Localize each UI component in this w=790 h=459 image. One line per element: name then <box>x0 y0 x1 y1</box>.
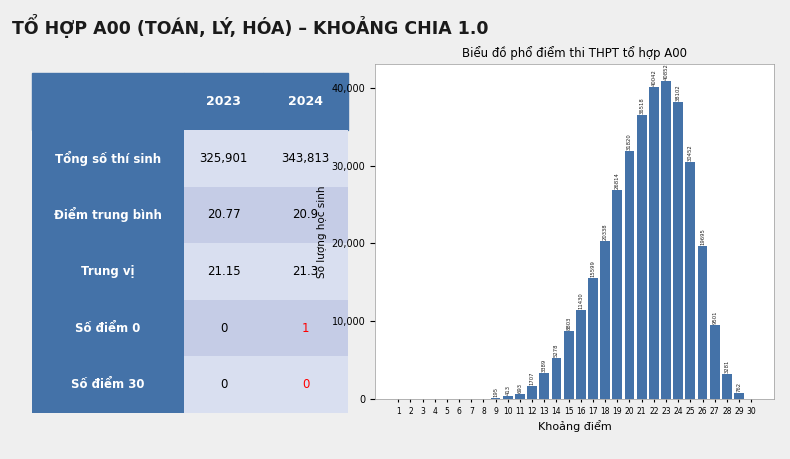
Bar <box>698 246 707 399</box>
Bar <box>503 396 513 399</box>
Bar <box>263 300 348 357</box>
Bar <box>184 357 263 413</box>
Bar <box>515 394 525 399</box>
Y-axis label: Số lượng học sinh: Số lượng học sinh <box>317 185 328 278</box>
Text: 21.3: 21.3 <box>292 265 318 278</box>
Text: 26814: 26814 <box>615 172 620 189</box>
Text: 762: 762 <box>736 382 742 392</box>
Bar <box>32 357 184 413</box>
Text: Số điểm 30: Số điểm 30 <box>71 378 145 391</box>
Bar <box>32 130 184 187</box>
Text: 11430: 11430 <box>578 292 583 309</box>
Text: 40042: 40042 <box>651 69 656 86</box>
Bar <box>263 73 348 130</box>
Bar <box>184 187 263 243</box>
Text: 8803: 8803 <box>566 316 571 330</box>
Bar <box>625 151 634 399</box>
Text: 3389: 3389 <box>542 358 547 372</box>
Text: TỔ HỢP A00 (TOÁN, LÝ, HÓA) – KHOẢNG CHIA 1.0: TỔ HỢP A00 (TOÁN, LÝ, HÓA) – KHOẢNG CHIA… <box>12 14 488 38</box>
Bar <box>588 278 598 399</box>
Text: 0: 0 <box>302 378 309 391</box>
Text: 693: 693 <box>517 383 522 393</box>
Bar <box>612 190 623 399</box>
Bar <box>184 130 263 187</box>
Text: 15599: 15599 <box>590 260 596 277</box>
Text: 1: 1 <box>302 322 309 335</box>
Bar <box>686 162 695 399</box>
Text: 5278: 5278 <box>554 343 559 357</box>
Bar <box>263 243 348 300</box>
Text: 38102: 38102 <box>675 84 681 101</box>
Bar <box>32 187 184 243</box>
Text: 40852: 40852 <box>664 63 668 80</box>
Bar <box>263 357 348 413</box>
Bar <box>710 325 720 399</box>
Text: 9501: 9501 <box>713 311 717 324</box>
Bar <box>184 243 263 300</box>
Text: 30452: 30452 <box>688 144 693 161</box>
Bar <box>263 130 348 187</box>
Text: 2024: 2024 <box>288 95 323 108</box>
Text: 195: 195 <box>493 386 498 397</box>
Title: Biểu đồ phổ điểm thi THPT tổ hợp A00: Biểu đồ phổ điểm thi THPT tổ hợp A00 <box>462 46 687 60</box>
Bar <box>184 73 263 130</box>
Bar <box>661 81 671 399</box>
Bar <box>32 243 184 300</box>
Text: 20.9: 20.9 <box>292 208 318 221</box>
Bar <box>600 241 610 399</box>
Bar <box>673 102 683 399</box>
Bar <box>540 373 549 399</box>
Bar <box>576 310 585 399</box>
Text: Điểm trung bình: Điểm trung bình <box>54 207 162 223</box>
Bar <box>32 300 184 357</box>
Text: 413: 413 <box>506 385 510 395</box>
Text: 21.15: 21.15 <box>207 265 241 278</box>
Bar <box>184 300 263 357</box>
Text: 3281: 3281 <box>724 359 729 373</box>
Text: 0: 0 <box>220 322 228 335</box>
Text: 325,901: 325,901 <box>200 152 248 165</box>
Text: Trung vị: Trung vị <box>81 265 135 278</box>
Text: 19695: 19695 <box>700 228 705 245</box>
X-axis label: Khoảng điểm: Khoảng điểm <box>538 420 611 432</box>
Text: 36518: 36518 <box>639 97 644 113</box>
Bar <box>649 87 659 399</box>
Bar <box>564 331 574 399</box>
Bar <box>637 115 646 399</box>
Bar <box>32 73 184 130</box>
Text: 2023: 2023 <box>206 95 241 108</box>
Text: 343,813: 343,813 <box>281 152 329 165</box>
Bar <box>551 358 562 399</box>
Text: 20338: 20338 <box>603 223 608 240</box>
Bar <box>722 374 732 399</box>
Bar <box>734 393 744 399</box>
Text: 20.77: 20.77 <box>207 208 241 221</box>
Text: Tổng số thí sinh: Tổng số thí sinh <box>55 151 161 166</box>
Text: Số điểm 0: Số điểm 0 <box>75 322 141 335</box>
Text: 0: 0 <box>220 378 228 391</box>
Bar <box>491 398 501 399</box>
Bar <box>263 187 348 243</box>
Text: 1707: 1707 <box>529 371 535 385</box>
Text: 31820: 31820 <box>627 134 632 150</box>
Bar <box>527 386 537 399</box>
